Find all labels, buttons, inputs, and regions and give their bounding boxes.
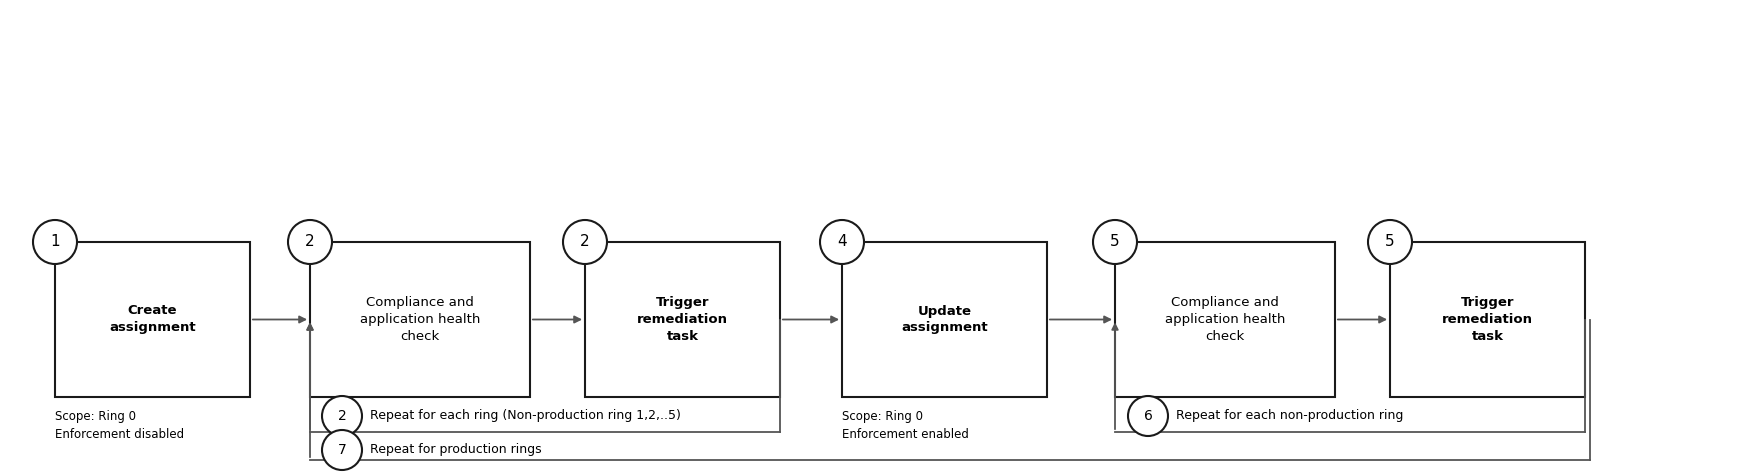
Text: Create
assignment: Create assignment: [110, 304, 195, 335]
Text: Update
assignment: Update assignment: [902, 304, 987, 335]
Text: 2: 2: [338, 409, 347, 423]
Circle shape: [1093, 220, 1137, 264]
Text: 5: 5: [1111, 235, 1120, 250]
Text: Scope: Ring 0
Enforcement disabled: Scope: Ring 0 Enforcement disabled: [56, 410, 185, 441]
Circle shape: [1128, 396, 1168, 436]
Text: Trigger
remediation
task: Trigger remediation task: [637, 296, 727, 343]
Bar: [842, 242, 1046, 397]
Text: 2: 2: [305, 235, 316, 250]
Bar: [584, 242, 780, 397]
Text: Repeat for each ring (Non-production ring 1,2,..5): Repeat for each ring (Non-production rin…: [370, 410, 680, 422]
Text: 1: 1: [51, 235, 59, 250]
Text: 2: 2: [581, 235, 589, 250]
Circle shape: [323, 396, 363, 436]
Bar: [1114, 242, 1334, 397]
Bar: [310, 242, 530, 397]
Circle shape: [820, 220, 863, 264]
Circle shape: [1367, 220, 1413, 264]
Circle shape: [288, 220, 331, 264]
Text: 7: 7: [338, 443, 347, 457]
Text: Trigger
remediation
task: Trigger remediation task: [1442, 296, 1533, 343]
Text: Compliance and
application health
check: Compliance and application health check: [359, 296, 480, 343]
Text: Repeat for each non-production ring: Repeat for each non-production ring: [1175, 410, 1404, 422]
Text: Repeat for production rings: Repeat for production rings: [370, 444, 542, 456]
Text: Compliance and
application health
check: Compliance and application health check: [1165, 296, 1285, 343]
Text: Scope: Ring 0
Enforcement enabled: Scope: Ring 0 Enforcement enabled: [842, 410, 970, 441]
Circle shape: [563, 220, 607, 264]
Circle shape: [33, 220, 77, 264]
Text: 5: 5: [1385, 235, 1395, 250]
Text: 4: 4: [837, 235, 848, 250]
Text: 6: 6: [1144, 409, 1153, 423]
Bar: [1390, 242, 1585, 397]
Bar: [56, 242, 249, 397]
Circle shape: [323, 430, 363, 470]
